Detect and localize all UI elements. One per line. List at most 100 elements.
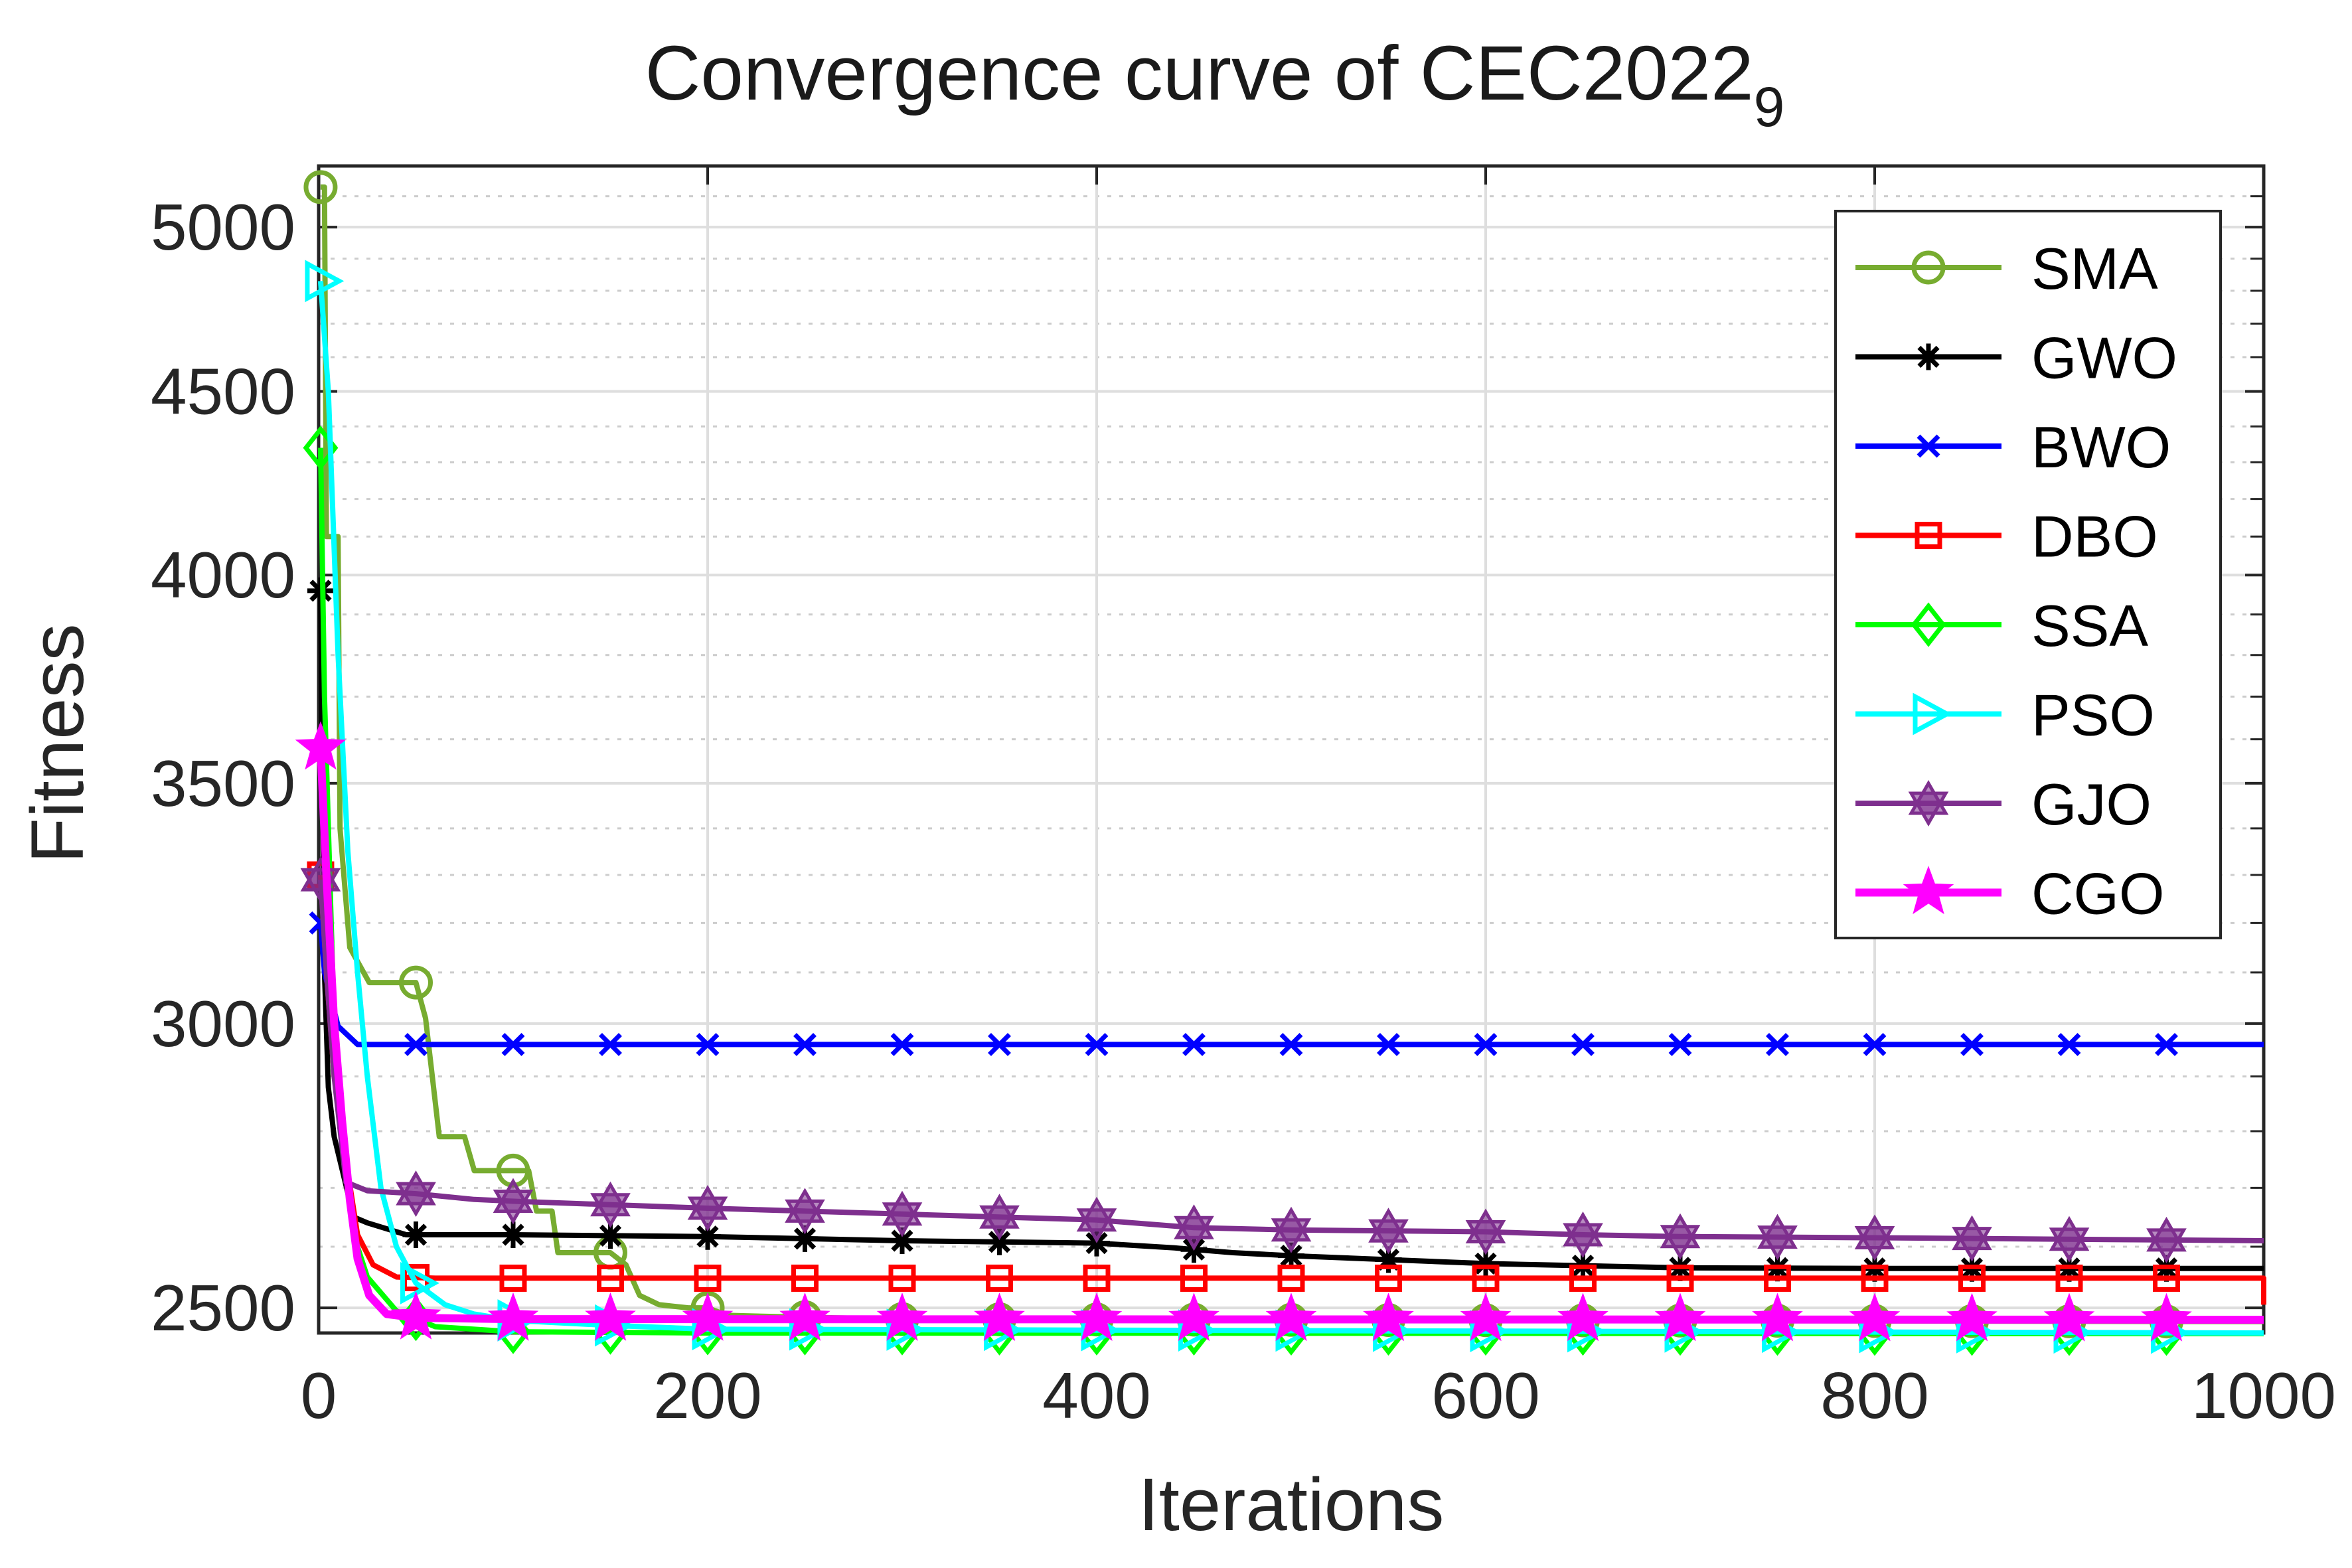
marker-cgo [1265,1293,1317,1342]
marker-part [979,1205,1020,1241]
x-tick-label: 600 [1431,1359,1540,1432]
legend-entry-bwo: BWO [1855,414,2171,480]
marker-part [882,1202,923,1237]
marker-bwo [1766,1032,1789,1056]
x-tick-label: 0 [301,1359,337,1432]
marker-bwo [1377,1032,1400,1056]
legend-marker-ssa [1911,602,1946,647]
marker-dbo [1375,1264,1402,1292]
marker-gjo [1563,1212,1603,1258]
marker-dbo [1180,1264,1208,1292]
marker-cgo [682,1292,734,1341]
marker-sma [399,965,433,1000]
legend-entry-gwo: GWO [1855,325,2177,391]
marker-bwo [501,1032,525,1056]
marker-gjo [882,1190,923,1237]
marker-part [2146,1228,2187,1263]
marker-part [1563,1223,1603,1258]
marker-bwo [599,1032,622,1056]
marker-stroke [793,1227,817,1250]
marker-gjo [590,1181,631,1228]
x-tick-label: 800 [1820,1359,1929,1432]
marker-stroke [1085,1032,1109,1056]
y-tick-label: 2500 [151,1271,295,1344]
marker-part [1076,1208,1117,1243]
marker-stroke [599,1224,622,1247]
marker-stroke [502,1223,524,1246]
marker-part [2049,1227,2090,1263]
marker-part [785,1199,825,1235]
legend-marker-pso [1913,692,1952,736]
series-line-cgo [316,747,2264,1324]
legend-label-gwo: GWO [2031,325,2177,391]
marker-gjo [1660,1213,1701,1260]
marker-stroke [890,1032,914,1056]
marker-stroke [988,1231,1011,1253]
marker-part [1660,1225,1701,1260]
series-layer [295,170,2266,1356]
chart-title-main: Convergence curve of CEC2022 [645,30,1754,116]
legend-box [1834,210,2222,939]
marker-dbo [1569,1264,1597,1292]
marker-part [1854,1226,1895,1261]
marker-bwo [1668,1032,1692,1056]
marker-cgo [1168,1293,1219,1342]
legend-entry-ssa: SSA [1855,593,2148,659]
marker-stroke [1279,1032,1303,1056]
marker-cgo [974,1293,1025,1341]
marker-sma [303,170,338,204]
marker-gjo [396,1170,436,1217]
marker-cgo [876,1292,928,1341]
marker-cgo [295,721,347,770]
marker-dbo [1666,1264,1694,1292]
marker-dbo [986,1264,1013,1292]
marker-part [1952,1227,1992,1262]
marker-dbo [1472,1264,1500,1292]
legend-entry-pso: PSO [1855,682,2155,748]
marker-gjo [1952,1215,1992,1262]
legend-marker-sma [1911,250,1946,285]
legend-marker-gjo [1908,780,1949,826]
marker-stroke [404,1223,428,1246]
y-axis-label: Fitness [16,624,99,864]
marker-gjo [1368,1208,1409,1255]
marker-bwo [1279,1032,1303,1056]
marker-gwo [402,1221,430,1249]
marker-gjo [2146,1216,2187,1263]
y-tick-label: 3500 [151,747,295,820]
marker-part [1465,1220,1506,1255]
x-tick-label: 1000 [2191,1359,2336,1432]
marker-stroke [1474,1252,1497,1275]
marker-stroke [501,1032,525,1056]
marker-stroke [1668,1032,1692,1056]
marker-bwo [1085,1032,1109,1056]
marker-stroke [1474,1032,1498,1056]
marker-stroke [1863,1032,1887,1056]
marker-dbo [1764,1264,1791,1292]
marker-cgo [1460,1293,1512,1342]
marker-stroke [404,1032,428,1056]
marker-cgo [779,1292,830,1341]
marker-stroke [793,1032,817,1056]
marker-gjo [1174,1204,1214,1251]
series-line-pso [317,281,2264,1336]
marker-part [590,1193,631,1228]
marker-cgo [1752,1293,1803,1342]
x-tick-label: 200 [653,1359,762,1432]
legend-entry-dbo: DBO [1855,504,2158,570]
marker-bwo [1863,1032,1887,1056]
marker-gjo [785,1188,825,1235]
marker-stroke [2155,1032,2178,1056]
marker-cgo [1849,1293,1901,1342]
marker-cgo [2043,1293,2095,1342]
y-tick-label: 5000 [151,191,295,264]
legend-label-sma: SMA [2031,236,2158,301]
marker-part [1271,1218,1312,1253]
marker-bwo [2057,1032,2081,1056]
marker-stroke [1182,1032,1206,1056]
legend-marker-gwo [1915,343,1942,370]
marker-dbo [888,1264,916,1292]
y-tick-label: 4500 [151,355,295,428]
marker-pso [305,260,345,303]
marker-stroke [891,1229,913,1252]
